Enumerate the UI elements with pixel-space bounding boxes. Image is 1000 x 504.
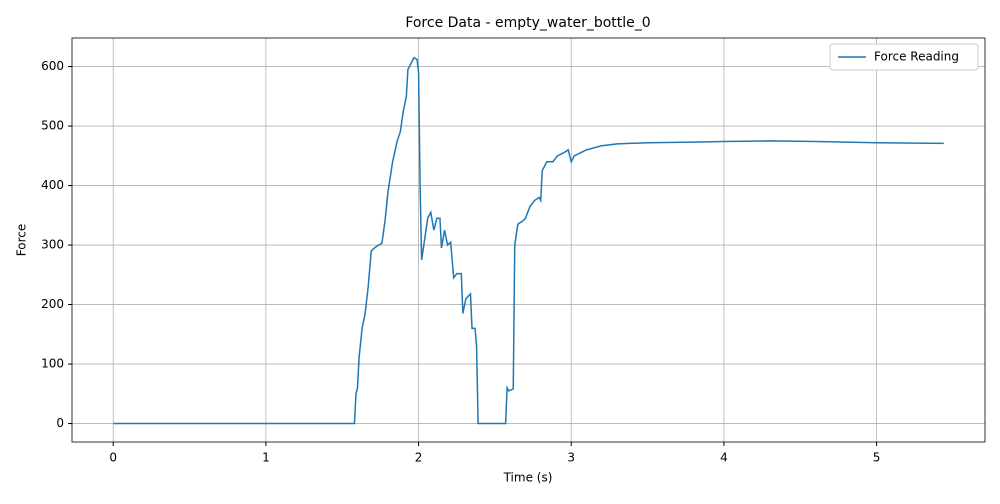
y-tick-label: 200 xyxy=(41,297,64,311)
chart-title: Force Data - empty_water_bottle_0 xyxy=(405,15,650,31)
x-tick-label: 4 xyxy=(720,451,728,465)
data-line xyxy=(113,56,944,425)
y-tick-label: 400 xyxy=(41,178,64,192)
x-tick-label: 5 xyxy=(873,451,881,465)
legend-label: Force Reading xyxy=(874,50,959,64)
x-tick-label: 2 xyxy=(415,451,423,465)
y-tick-label: 300 xyxy=(41,238,64,252)
x-tick-label: 0 xyxy=(109,451,117,465)
y-tick-label: 0 xyxy=(56,416,64,430)
legend: Force Reading xyxy=(829,43,979,71)
y-tick-label: 500 xyxy=(41,119,64,133)
x-tick-label: 1 xyxy=(262,451,270,465)
plot-frame xyxy=(71,37,986,443)
x-axis-label: Time (s) xyxy=(503,471,553,485)
y-tick-label: 100 xyxy=(41,357,64,371)
legend-box xyxy=(829,43,979,71)
y-tick-label: 600 xyxy=(41,59,64,73)
y-axis-label: Force xyxy=(15,224,29,256)
x-tick-label: 3 xyxy=(567,451,575,465)
